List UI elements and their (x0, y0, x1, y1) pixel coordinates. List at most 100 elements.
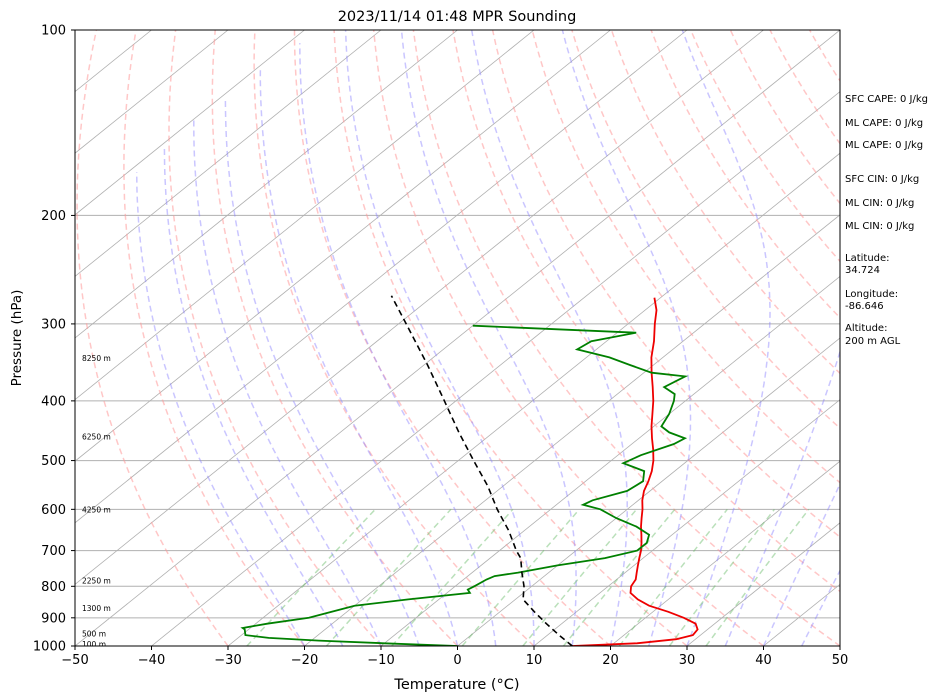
mixing-ratio-line (522, 508, 638, 646)
y-axis-label: Pressure (hPa) (9, 290, 25, 387)
dry-adiabat-line (491, 30, 840, 539)
mixing-ratio-line (705, 508, 810, 646)
longitude-value: -86.646 (845, 301, 884, 312)
isotherm-line (686, 522, 840, 646)
isotherm-line (75, 30, 611, 462)
altitude-value: 200 m AGL (845, 336, 901, 347)
y-tick-label: 700 (41, 544, 66, 559)
isotherm-line (75, 30, 764, 585)
dry-adiabat-line (333, 30, 688, 646)
height-label: 100 m (82, 640, 106, 649)
mixing-ratio-line (668, 508, 775, 646)
dry-adiabat-line (293, 30, 611, 646)
isotherm-line (457, 337, 840, 646)
dry-adiabat-line (769, 30, 840, 145)
x-tick-label: 40 (755, 653, 772, 668)
isotherm-line (75, 30, 535, 401)
moist-adiabat-line (135, 171, 306, 646)
dry-adiabat-line (412, 30, 840, 646)
chart-title: 2023/11/14 01:48 MPR Sounding (338, 9, 577, 25)
dry-adiabat-line (76, 30, 229, 646)
y-tick-label: 300 (41, 317, 66, 332)
isotherm-line (75, 30, 458, 339)
height-label: 500 m (82, 630, 106, 639)
parcel-path (390, 295, 573, 646)
x-tick-label: −50 (61, 653, 88, 668)
x-axis: −50 −40 −30 −20 −10 0 10 20 30 40 50 (61, 646, 848, 668)
x-tick-label: 0 (453, 653, 461, 668)
dry-adiabat-line (571, 30, 840, 430)
isotherm-line (75, 30, 382, 277)
isotherm-line (75, 30, 688, 524)
moist-adiabat-line (224, 100, 421, 646)
dry-adiabat-line (452, 30, 840, 593)
y-tick-label: 100 (41, 24, 66, 39)
dry-adiabat-line (168, 30, 382, 646)
mixing-ratio-line (391, 508, 514, 646)
mixing-ratio-line (325, 508, 452, 646)
x-tick-label: −10 (367, 653, 394, 668)
dewpoint-profile (240, 324, 689, 646)
longitude-label: Longitude: (845, 289, 898, 300)
isotherm-line (304, 214, 840, 646)
ml-cin-text-2: ML CIN: 0 J/kg (845, 221, 914, 232)
ml-cape-text: ML CAPE: 0 J/kg (845, 118, 923, 129)
x-tick-label: 50 (832, 653, 849, 668)
height-label: 4250 m (82, 505, 111, 514)
moist-adiabat-line (400, 30, 577, 646)
moist-adiabat-line (163, 147, 344, 646)
y-tick-label: 600 (41, 503, 66, 518)
y-tick-label: 200 (41, 209, 66, 224)
moist-adiabat-line (681, 30, 771, 646)
height-label: 8250 m (82, 354, 111, 363)
isotherm-line (75, 30, 229, 154)
dry-adiabat-line (253, 30, 535, 646)
isotherm-line (380, 275, 840, 646)
x-tick-label: 30 (679, 653, 696, 668)
moist-adiabat-line (344, 30, 535, 646)
mixing-ratio-line (461, 508, 580, 646)
y-axis: 1000 900 800 700 600 500 400 300 200 100 (33, 24, 75, 655)
latitude-label: Latitude: (845, 253, 890, 264)
isotherm-line (151, 91, 840, 646)
x-tick-label: −20 (291, 653, 318, 668)
y-tick-label: 500 (41, 454, 66, 469)
altitude-label: Altitude: (845, 323, 887, 334)
dry-adiabat-line (372, 30, 764, 646)
moist-adiabat-line (470, 30, 628, 646)
sounding-profiles (240, 295, 699, 646)
moist-adiabat-line (259, 67, 459, 646)
height-label: 2250 m (82, 577, 111, 586)
y-tick-label: 1000 (33, 640, 66, 655)
isotherm-line (533, 399, 840, 646)
x-axis-label: Temperature (°C) (393, 677, 519, 693)
isotherm-line (75, 30, 840, 646)
moist-adiabat-line (193, 120, 382, 646)
dry-adiabats (76, 30, 840, 646)
isotherm-line (610, 460, 840, 646)
dry-adiabat-line (123, 30, 306, 646)
dry-adiabat-line (211, 30, 459, 646)
height-label: 6250 m (82, 433, 111, 442)
temperature-profile (572, 297, 699, 646)
latitude-value: 34.724 (845, 265, 880, 276)
moist-adiabats (135, 30, 840, 646)
isotherm-line (227, 152, 840, 646)
x-tick-label: 10 (526, 653, 543, 668)
mixing-ratio-line (618, 508, 728, 646)
moist-adiabat-line (299, 43, 497, 646)
y-tick-label: 800 (41, 580, 66, 595)
moist-adiabat-line (724, 30, 840, 646)
x-tick-label: −40 (138, 653, 165, 668)
y-tick-label: 900 (41, 611, 66, 626)
ml-cape-text-2: ML CAPE: 0 J/kg (845, 140, 923, 151)
isotherm-grid (75, 30, 840, 646)
isotherm-line (75, 30, 305, 216)
isobar-grid (75, 30, 840, 646)
sfc-cin-text: SFC CIN: 0 J/kg (845, 174, 919, 185)
ml-cin-text: ML CIN: 0 J/kg (845, 198, 914, 209)
height-label: 1300 m (82, 604, 111, 613)
